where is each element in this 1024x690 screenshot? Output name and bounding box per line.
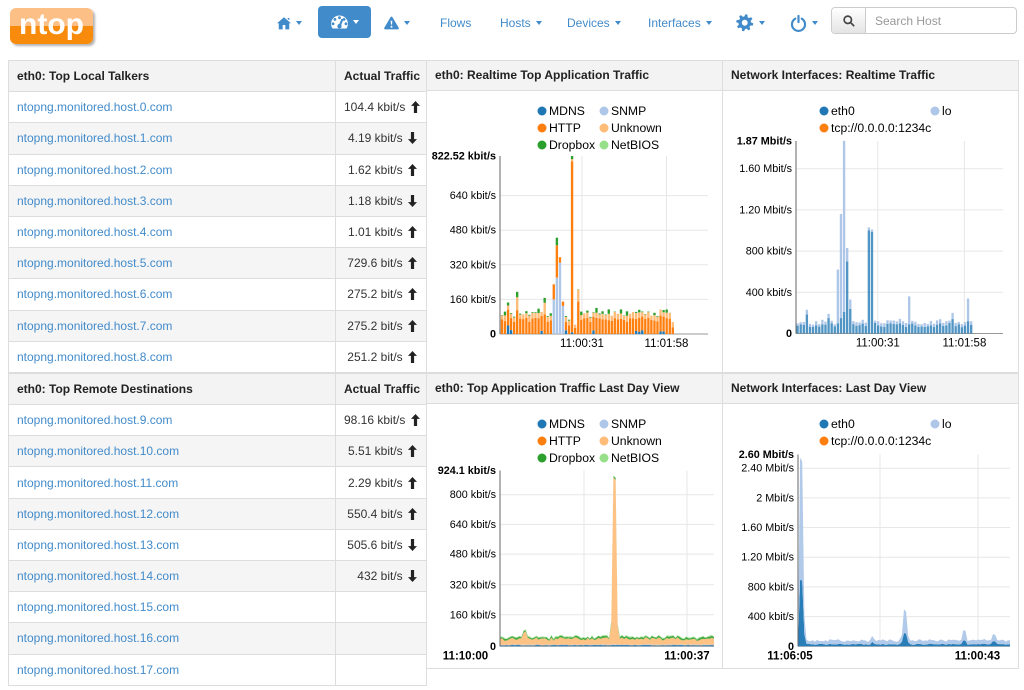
svg-text:11:00:37: 11:00:37 xyxy=(664,651,709,663)
svg-text:2 Mbit/s: 2 Mbit/s xyxy=(756,493,794,505)
svg-text:160 kbit/s: 160 kbit/s xyxy=(450,294,497,306)
svg-text:1.60 Mbit/s: 1.60 Mbit/s xyxy=(741,522,794,534)
svg-text:822.52 kbit/s: 822.52 kbit/s xyxy=(432,151,496,163)
svg-text:HTTP: HTTP xyxy=(549,435,581,449)
svg-text:Unknown: Unknown xyxy=(611,435,662,449)
svg-text:320 kbit/s: 320 kbit/s xyxy=(450,580,497,592)
svg-text:1.20 Mbit/s: 1.20 Mbit/s xyxy=(739,205,792,217)
svg-text:2.40 Mbit/s: 2.40 Mbit/s xyxy=(741,463,794,475)
svg-text:11:01:58: 11:01:58 xyxy=(645,338,689,350)
svg-text:MDNS: MDNS xyxy=(549,418,585,432)
svg-text:1.87 Mbit/s: 1.87 Mbit/s xyxy=(737,136,792,148)
svg-text:1.20 Mbit/s: 1.20 Mbit/s xyxy=(741,552,794,564)
svg-text:0: 0 xyxy=(786,328,792,340)
svg-text:Dropbox: Dropbox xyxy=(549,452,595,466)
svg-text:924.1 kbit/s: 924.1 kbit/s xyxy=(438,465,496,477)
svg-text:800 kbit/s: 800 kbit/s xyxy=(450,490,497,502)
svg-text:400 kbit/s: 400 kbit/s xyxy=(748,611,795,623)
svg-text:Dropbox: Dropbox xyxy=(549,138,595,152)
svg-text:640 kbit/s: 640 kbit/s xyxy=(450,190,497,202)
svg-text:160 kbit/s: 160 kbit/s xyxy=(450,610,497,622)
svg-text:800 kbit/s: 800 kbit/s xyxy=(748,582,795,594)
svg-text:11:00:31: 11:00:31 xyxy=(856,338,900,350)
svg-text:11:00:31: 11:00:31 xyxy=(560,338,604,350)
svg-text:SNMP: SNMP xyxy=(611,418,646,432)
svg-text:11:01:58: 11:01:58 xyxy=(942,338,986,350)
svg-text:320 kbit/s: 320 kbit/s xyxy=(450,259,497,271)
svg-text:11:10:00: 11:10:00 xyxy=(443,651,488,663)
svg-text:NetBIOS: NetBIOS xyxy=(611,138,659,152)
svg-text:lo: lo xyxy=(942,104,952,118)
svg-text:tcp://0.0.0.0:1234c: tcp://0.0.0.0:1234c xyxy=(831,435,931,449)
svg-text:eth0: eth0 xyxy=(831,104,855,118)
svg-text:480 kbit/s: 480 kbit/s xyxy=(450,549,497,561)
svg-text:0: 0 xyxy=(490,641,496,653)
svg-text:lo: lo xyxy=(942,418,952,432)
svg-text:NetBIOS: NetBIOS xyxy=(611,452,659,466)
svg-text:640 kbit/s: 640 kbit/s xyxy=(450,519,497,531)
svg-text:400 kbit/s: 400 kbit/s xyxy=(746,287,793,299)
svg-text:2.60 Mbit/s: 2.60 Mbit/s xyxy=(739,449,794,461)
svg-text:0: 0 xyxy=(788,641,794,653)
svg-text:11:06:05: 11:06:05 xyxy=(767,651,813,663)
svg-text:11:00:43: 11:00:43 xyxy=(955,651,1000,663)
svg-text:HTTP: HTTP xyxy=(549,121,581,135)
svg-text:Unknown: Unknown xyxy=(611,121,662,135)
svg-text:480 kbit/s: 480 kbit/s xyxy=(450,225,497,237)
svg-text:eth0: eth0 xyxy=(831,418,855,432)
svg-text:tcp://0.0.0.0:1234c: tcp://0.0.0.0:1234c xyxy=(831,121,931,135)
svg-text:1.60 Mbit/s: 1.60 Mbit/s xyxy=(739,163,792,175)
svg-text:MDNS: MDNS xyxy=(549,104,585,118)
svg-text:SNMP: SNMP xyxy=(611,104,646,118)
svg-text:800 kbit/s: 800 kbit/s xyxy=(746,246,793,258)
svg-text:0: 0 xyxy=(490,329,496,341)
